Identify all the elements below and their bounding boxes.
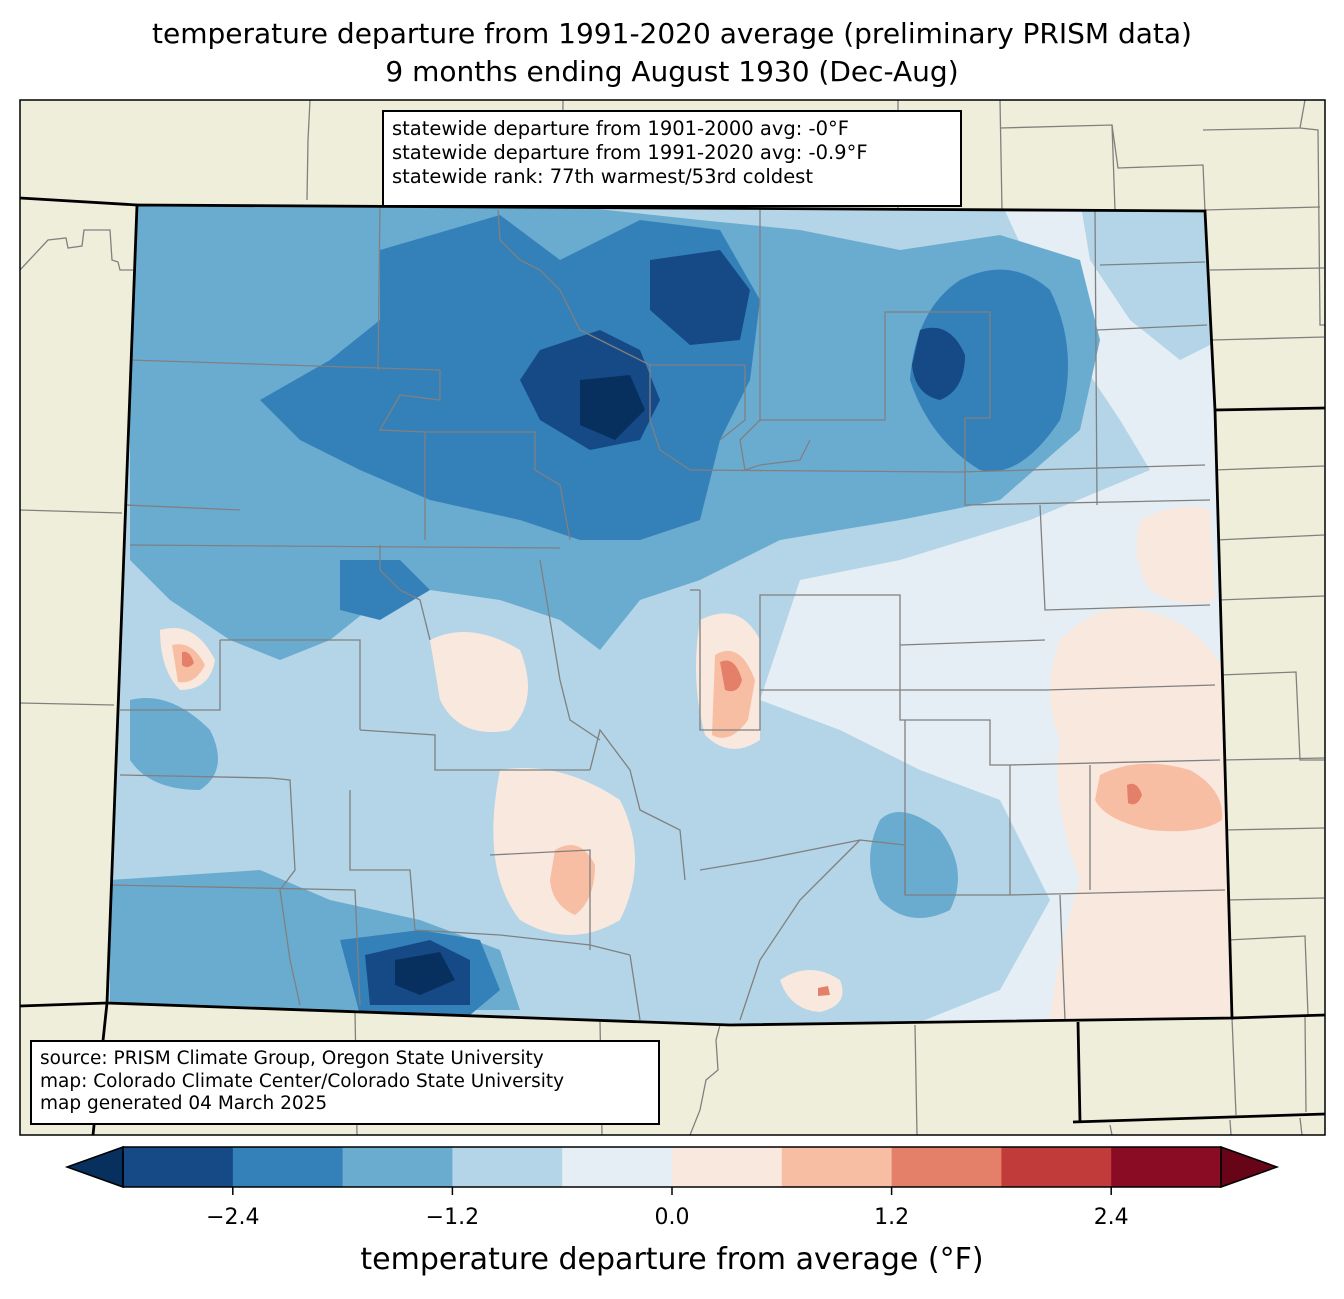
colorbar-segment xyxy=(232,1147,344,1187)
field-level-pos-1-8b xyxy=(1127,783,1142,805)
map-frame xyxy=(19,99,1326,1136)
colorbar-extend-min xyxy=(64,1145,124,1189)
credit-generated: map generated 04 March 2025 xyxy=(40,1093,328,1114)
field-level-neg-1-2d xyxy=(130,698,218,790)
field-level-neg-1-2b xyxy=(870,812,958,918)
colorbar-tick-label: −1.2 xyxy=(425,1205,480,1230)
colorbar-tick-label: 1.2 xyxy=(874,1205,910,1230)
wyoming-utah-border xyxy=(20,196,138,207)
stats-line-rank: statewide rank: 77th warmest/53rd coldes… xyxy=(392,165,813,188)
oklahoma-kansas-border xyxy=(1231,1013,1325,1020)
ok-tx-border xyxy=(1072,1112,1325,1124)
colorbar-tick-label: 0.0 xyxy=(654,1205,690,1230)
field-level-neg-3 xyxy=(580,375,645,440)
credit-map: map: Colorado Climate Center/Colorado St… xyxy=(40,1070,565,1092)
statewide-stats-box: statewide departure from 1901-2000 avg: … xyxy=(382,110,962,207)
field-level-neg-3b xyxy=(395,952,455,995)
colorbar-segment xyxy=(781,1147,893,1187)
colorbar-segment xyxy=(342,1147,453,1187)
field-level-neg-2-4c xyxy=(912,327,965,400)
field-level-pos-0-6f xyxy=(780,970,843,1012)
colorbar-segment xyxy=(672,1147,783,1187)
field-level-neg-2-4b xyxy=(650,250,750,345)
field-level-neg-1-8 xyxy=(260,215,760,540)
nebraska-kansas-border xyxy=(1214,406,1325,412)
temperature-field xyxy=(107,205,1232,1025)
colorbar xyxy=(64,1145,1280,1195)
colorbar-segment xyxy=(1111,1147,1222,1187)
field-level-pos-0-6e xyxy=(430,632,528,732)
utah-arizona-border xyxy=(20,1001,108,1008)
map-subtitle: 9 months ending August 1930 (Dec-Aug) xyxy=(385,55,959,88)
colorbar-label: temperature departure from average (°F) xyxy=(360,1242,984,1277)
field-level-pos-0-6b xyxy=(1136,506,1215,604)
colorbar-segment xyxy=(891,1147,1002,1187)
colorado-county-lines xyxy=(109,204,1226,1021)
credit-source: source: PRISM Climate Group, Oregon Stat… xyxy=(40,1048,544,1069)
colorbar-tick-label: −2.4 xyxy=(206,1205,260,1230)
colorbar-segment xyxy=(452,1147,563,1187)
colorbar-segment xyxy=(1001,1147,1112,1187)
field-level-pos-1-2 xyxy=(1095,763,1223,832)
field-level-neg-0-6b xyxy=(1080,205,1232,360)
colorbar-segment xyxy=(562,1147,673,1187)
field-level-neg-1-8b xyxy=(910,269,1068,472)
field-level-pos-1-8d xyxy=(818,986,830,996)
stats-line-1901-2000: statewide departure from 1901-2000 avg: … xyxy=(392,117,849,140)
map-title: temperature departure from 1991-2020 ave… xyxy=(152,17,1192,50)
field-level-pos-1-2b xyxy=(550,845,595,915)
colorbar-segment xyxy=(123,1147,234,1187)
colorbar-tick-label: 2.4 xyxy=(1093,1205,1129,1230)
nm-ok-border xyxy=(1076,1021,1082,1123)
field-level-pos-1-8 xyxy=(720,660,742,692)
colorbar-extend-max xyxy=(1220,1145,1280,1189)
credit-box: source: PRISM Climate Group, Oregon Stat… xyxy=(30,1040,660,1125)
field-level-pos-1-8c xyxy=(182,651,194,668)
stats-line-1991-2020: statewide departure from 1991-2020 avg: … xyxy=(392,141,868,164)
field-level-neg-1-8c xyxy=(340,560,430,620)
